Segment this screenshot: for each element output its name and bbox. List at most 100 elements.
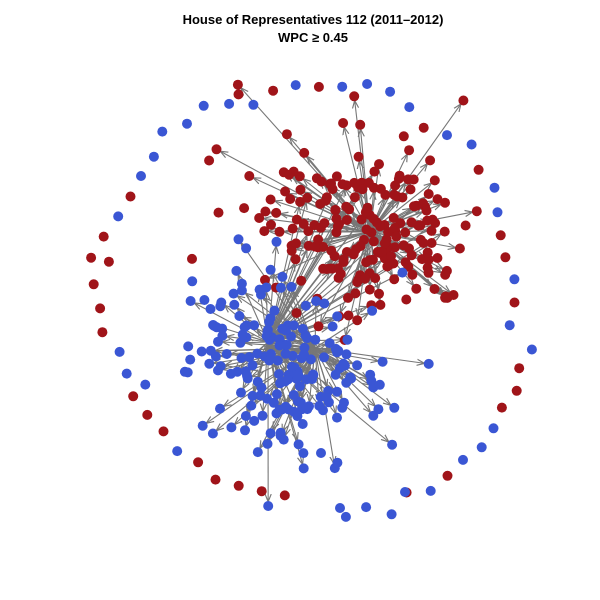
node [158, 426, 169, 437]
node [260, 274, 270, 285]
node [319, 352, 329, 363]
node [261, 282, 272, 293]
node [341, 247, 352, 257]
node [333, 263, 343, 274]
node [368, 213, 379, 224]
node [362, 202, 373, 213]
node [458, 454, 468, 465]
title: House of Representatives 112 (2011–2012) [183, 12, 444, 27]
node [271, 236, 282, 247]
node [233, 480, 244, 491]
node [373, 404, 384, 415]
node [240, 425, 250, 436]
node [172, 446, 183, 457]
node [335, 503, 345, 513]
node [271, 207, 282, 218]
edge [238, 296, 316, 349]
node [310, 334, 321, 345]
node [263, 501, 274, 511]
node [349, 91, 360, 102]
node [313, 81, 324, 92]
edge [267, 341, 288, 363]
node [240, 411, 251, 421]
node [257, 410, 268, 421]
node [229, 299, 240, 310]
node [248, 99, 259, 110]
node [333, 345, 344, 356]
node [377, 246, 387, 257]
node [352, 315, 363, 326]
node [210, 474, 221, 485]
node [432, 194, 443, 205]
node [266, 219, 276, 230]
node [298, 218, 309, 229]
node [422, 262, 433, 273]
node [285, 194, 296, 204]
node [252, 447, 263, 458]
node [391, 231, 402, 242]
node [385, 86, 396, 97]
node [407, 269, 418, 280]
node [386, 509, 397, 520]
node [140, 379, 151, 390]
node [255, 390, 266, 401]
node [326, 178, 336, 189]
node [291, 308, 302, 318]
node [268, 85, 279, 96]
node [300, 300, 311, 311]
node [297, 323, 308, 334]
edge [275, 201, 371, 233]
node [389, 402, 400, 413]
edge [270, 231, 371, 278]
node [235, 337, 246, 348]
node [241, 243, 252, 254]
node [476, 442, 487, 453]
node [197, 420, 208, 431]
node [278, 434, 289, 445]
node [98, 231, 109, 242]
node [187, 276, 198, 287]
node [249, 320, 260, 331]
node [375, 299, 386, 310]
node [367, 305, 378, 316]
node [185, 354, 196, 365]
node [196, 346, 207, 357]
node [432, 253, 443, 263]
node [265, 349, 276, 359]
node [344, 204, 355, 215]
node [374, 379, 385, 390]
node [125, 191, 136, 202]
node [315, 199, 326, 209]
node [256, 486, 267, 497]
node [362, 79, 373, 89]
node [401, 294, 412, 305]
node [375, 183, 386, 194]
node [374, 288, 384, 299]
node [343, 292, 353, 303]
node [254, 213, 265, 223]
node [504, 320, 515, 331]
node [387, 439, 398, 450]
node [290, 254, 301, 265]
node [224, 98, 235, 109]
node [430, 218, 441, 228]
node [332, 221, 343, 232]
node [298, 448, 309, 459]
subtitle: WPC ≥ 0.45 [278, 30, 348, 45]
node [299, 147, 310, 158]
node [282, 374, 293, 385]
node [288, 166, 299, 177]
node [179, 366, 190, 377]
node [421, 205, 432, 216]
node [422, 215, 433, 226]
node [337, 402, 348, 413]
node [88, 279, 99, 290]
node [500, 252, 511, 263]
node [225, 368, 236, 379]
node [271, 389, 282, 400]
node [280, 325, 291, 336]
node [337, 81, 348, 92]
node [389, 274, 400, 285]
node [262, 438, 273, 449]
node [333, 272, 344, 283]
